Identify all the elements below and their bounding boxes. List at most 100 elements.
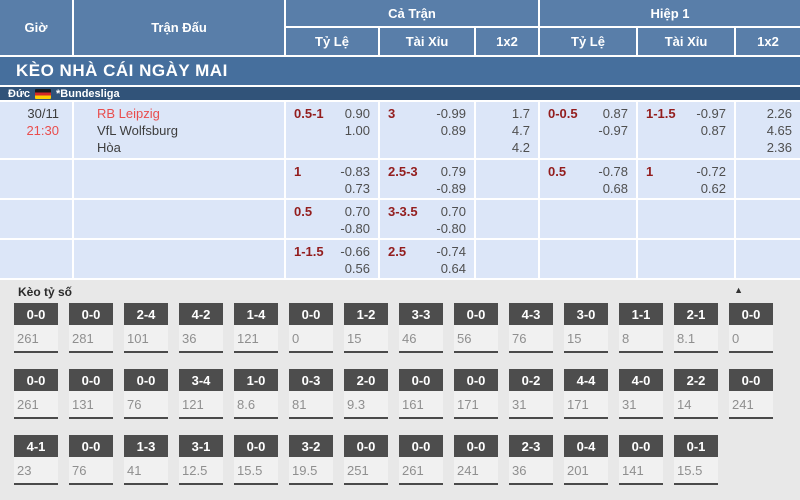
score-odds-cell[interactable]: 4-2 36 xyxy=(179,303,223,353)
score-odds-cell[interactable]: 0-3 81 xyxy=(289,369,333,419)
score-odds-cell[interactable]: 0-0 161 xyxy=(399,369,443,419)
score-odds-cell[interactable]: 0-0 281 xyxy=(69,303,113,353)
ft-over-under-cell[interactable]: 3 -0.99 0.89 xyxy=(380,102,474,158)
ft-over-under-cell[interactable]: 2.5 -0.74 0.64 xyxy=(380,240,474,278)
over-under-line: 1-1.5 xyxy=(646,106,676,121)
score-odds-value: 281 xyxy=(69,325,113,351)
score-odds-cell[interactable]: 1-3 41 xyxy=(124,435,168,485)
h1-1x2-cell[interactable] xyxy=(736,200,800,238)
score-odds-cell[interactable]: 4-3 76 xyxy=(509,303,553,353)
correct-score-title: Kèo tỷ số xyxy=(18,284,73,299)
ft-1x2-cell[interactable] xyxy=(476,160,538,198)
score-odds-cell[interactable]: 0-0 261 xyxy=(14,303,58,353)
ft-over-under-cell[interactable]: 2.5-3 0.79 -0.89 xyxy=(380,160,474,198)
ft-1x2-cell[interactable]: 1.7 4.7 4.2 xyxy=(476,102,538,158)
empty-time-cell xyxy=(0,240,72,278)
score-odds-cell[interactable]: 1-2 15 xyxy=(344,303,388,353)
odds-value: 0.90 xyxy=(344,106,370,121)
score-odds-cell[interactable]: 0-0 261 xyxy=(399,435,443,485)
h1-over-under-cell[interactable]: 1-1.5 -0.97 0.87 xyxy=(638,102,734,158)
score-odds-cell[interactable]: 2-2 14 xyxy=(674,369,718,419)
score-odds-cell[interactable]: 1-0 8.6 xyxy=(234,369,278,419)
h1-1x2-cell[interactable] xyxy=(736,160,800,198)
score-odds-cell[interactable]: 0-4 201 xyxy=(564,435,608,485)
score-odds-cell[interactable]: 0-0 241 xyxy=(729,369,773,419)
score-odds-cell[interactable]: 0-0 76 xyxy=(124,369,168,419)
ft-over-under-cell[interactable]: 3-3.5 0.70 -0.80 xyxy=(380,200,474,238)
score-odds-cell[interactable]: 0-0 141 xyxy=(619,435,663,485)
score-label: 2-2 xyxy=(674,369,718,391)
score-label: 0-0 xyxy=(69,435,113,457)
match-date: 30/11 xyxy=(27,106,59,121)
ft-handicap-cell[interactable]: 1 -0.83 0.73 xyxy=(286,160,378,198)
odds-row-4: 1-1.5 -0.66 0.56 2.5 -0.74 0.64 xyxy=(0,240,800,278)
score-odds-value: 36 xyxy=(179,325,223,351)
score-odds-cell[interactable]: 3-0 15 xyxy=(564,303,608,353)
score-odds-cell[interactable]: 2-0 9.3 xyxy=(344,369,388,419)
h1-over-under-cell[interactable] xyxy=(638,240,734,278)
score-row: 4-1 23 0-0 76 1-3 41 3-1 12.5 0-0 15.5 3-2 19.5 0-0 2… xyxy=(14,435,800,485)
league-row[interactable]: Đức *Bundesliga xyxy=(0,87,800,100)
h1-over-under-cell[interactable]: 1 -0.72 0.62 xyxy=(638,160,734,198)
ft-1x2-cell[interactable] xyxy=(476,240,538,278)
score-odds-value: 171 xyxy=(564,391,608,417)
score-odds-cell[interactable]: 0-0 56 xyxy=(454,303,498,353)
ft-handicap-cell[interactable]: 0.5-1 0.90 1.00 xyxy=(286,102,378,158)
score-label: 0-0 xyxy=(454,369,498,391)
h1-handicap-cell[interactable] xyxy=(540,240,636,278)
score-label: 2-0 xyxy=(344,369,388,391)
score-odds-value: 81 xyxy=(289,391,333,417)
score-odds-cell[interactable]: 2-1 8.1 xyxy=(674,303,718,353)
score-odds-cell[interactable]: 0-0 131 xyxy=(69,369,113,419)
score-label: 4-4 xyxy=(564,369,608,391)
h1-handicap-cell[interactable] xyxy=(540,200,636,238)
score-odds-cell[interactable]: 2-3 36 xyxy=(509,435,553,485)
h1-handicap-cell[interactable]: 0-0.5 0.87 -0.97 xyxy=(540,102,636,158)
odds-value: -0.83 xyxy=(340,164,370,179)
score-odds-cell[interactable]: 3-1 12.5 xyxy=(179,435,223,485)
h1-1x2-cell[interactable]: 2.26 4.65 2.36 xyxy=(736,102,800,158)
h1-over-under-cell[interactable] xyxy=(638,200,734,238)
score-label: 0-0 xyxy=(69,303,113,325)
score-odds-cell[interactable]: 4-4 171 xyxy=(564,369,608,419)
collapse-arrow-icon[interactable]: ▲ xyxy=(734,285,743,295)
odds-value: -0.97 xyxy=(598,123,628,138)
score-odds-cell[interactable]: 2-4 101 xyxy=(124,303,168,353)
ft-handicap-cell[interactable]: 0.5 0.70 -0.80 xyxy=(286,200,378,238)
score-odds-value: 31 xyxy=(509,391,553,417)
odds-value: 0.73 xyxy=(344,181,370,196)
score-odds-cell[interactable]: 1-1 8 xyxy=(619,303,663,353)
score-odds-cell[interactable]: 0-0 251 xyxy=(344,435,388,485)
score-odds-cell[interactable]: 0-0 0 xyxy=(289,303,333,353)
score-odds-cell[interactable]: 0-1 15.5 xyxy=(674,435,718,485)
ft-1x2-cell[interactable] xyxy=(476,200,538,238)
score-label: 2-4 xyxy=(124,303,168,325)
score-odds-value: 31 xyxy=(619,391,663,417)
score-odds-cell[interactable]: 1-4 121 xyxy=(234,303,278,353)
score-odds-value: 241 xyxy=(729,391,773,417)
score-odds-cell[interactable]: 0-0 0 xyxy=(729,303,773,353)
col-header-ft-1x2: 1x2 xyxy=(476,28,538,55)
h1-1x2-cell[interactable] xyxy=(736,240,800,278)
score-odds-cell[interactable]: 4-0 31 xyxy=(619,369,663,419)
score-odds-cell[interactable]: 0-0 76 xyxy=(69,435,113,485)
score-odds-cell[interactable]: 0-0 171 xyxy=(454,369,498,419)
ft-handicap-cell[interactable]: 1-1.5 -0.66 0.56 xyxy=(286,240,378,278)
correct-score-header[interactable]: Kèo tỷ số ▲ xyxy=(0,280,800,303)
score-odds-cell[interactable]: 0-0 261 xyxy=(14,369,58,419)
score-odds-cell[interactable]: 0-0 241 xyxy=(454,435,498,485)
score-odds-value: 46 xyxy=(399,325,443,351)
draw-label[interactable]: Hòa xyxy=(97,140,121,155)
score-odds-cell[interactable]: 3-3 46 xyxy=(399,303,443,353)
away-team-link[interactable]: VfL Wolfsburg xyxy=(97,123,178,138)
score-odds-cell[interactable]: 3-4 121 xyxy=(179,369,223,419)
score-odds-cell[interactable]: 0-2 31 xyxy=(509,369,553,419)
home-team-link[interactable]: RB Leipzig xyxy=(97,106,160,121)
section-banner-tomorrow-odds: KÈO NHÀ CÁI NGÀY MAI xyxy=(0,57,800,85)
score-odds-cell[interactable]: 4-1 23 xyxy=(14,435,58,485)
score-odds-value: 8 xyxy=(619,325,663,351)
score-odds-cell[interactable]: 0-0 15.5 xyxy=(234,435,278,485)
h1-handicap-cell[interactable]: 0.5 -0.78 0.68 xyxy=(540,160,636,198)
score-label: 0-0 xyxy=(124,369,168,391)
score-odds-cell[interactable]: 3-2 19.5 xyxy=(289,435,333,485)
